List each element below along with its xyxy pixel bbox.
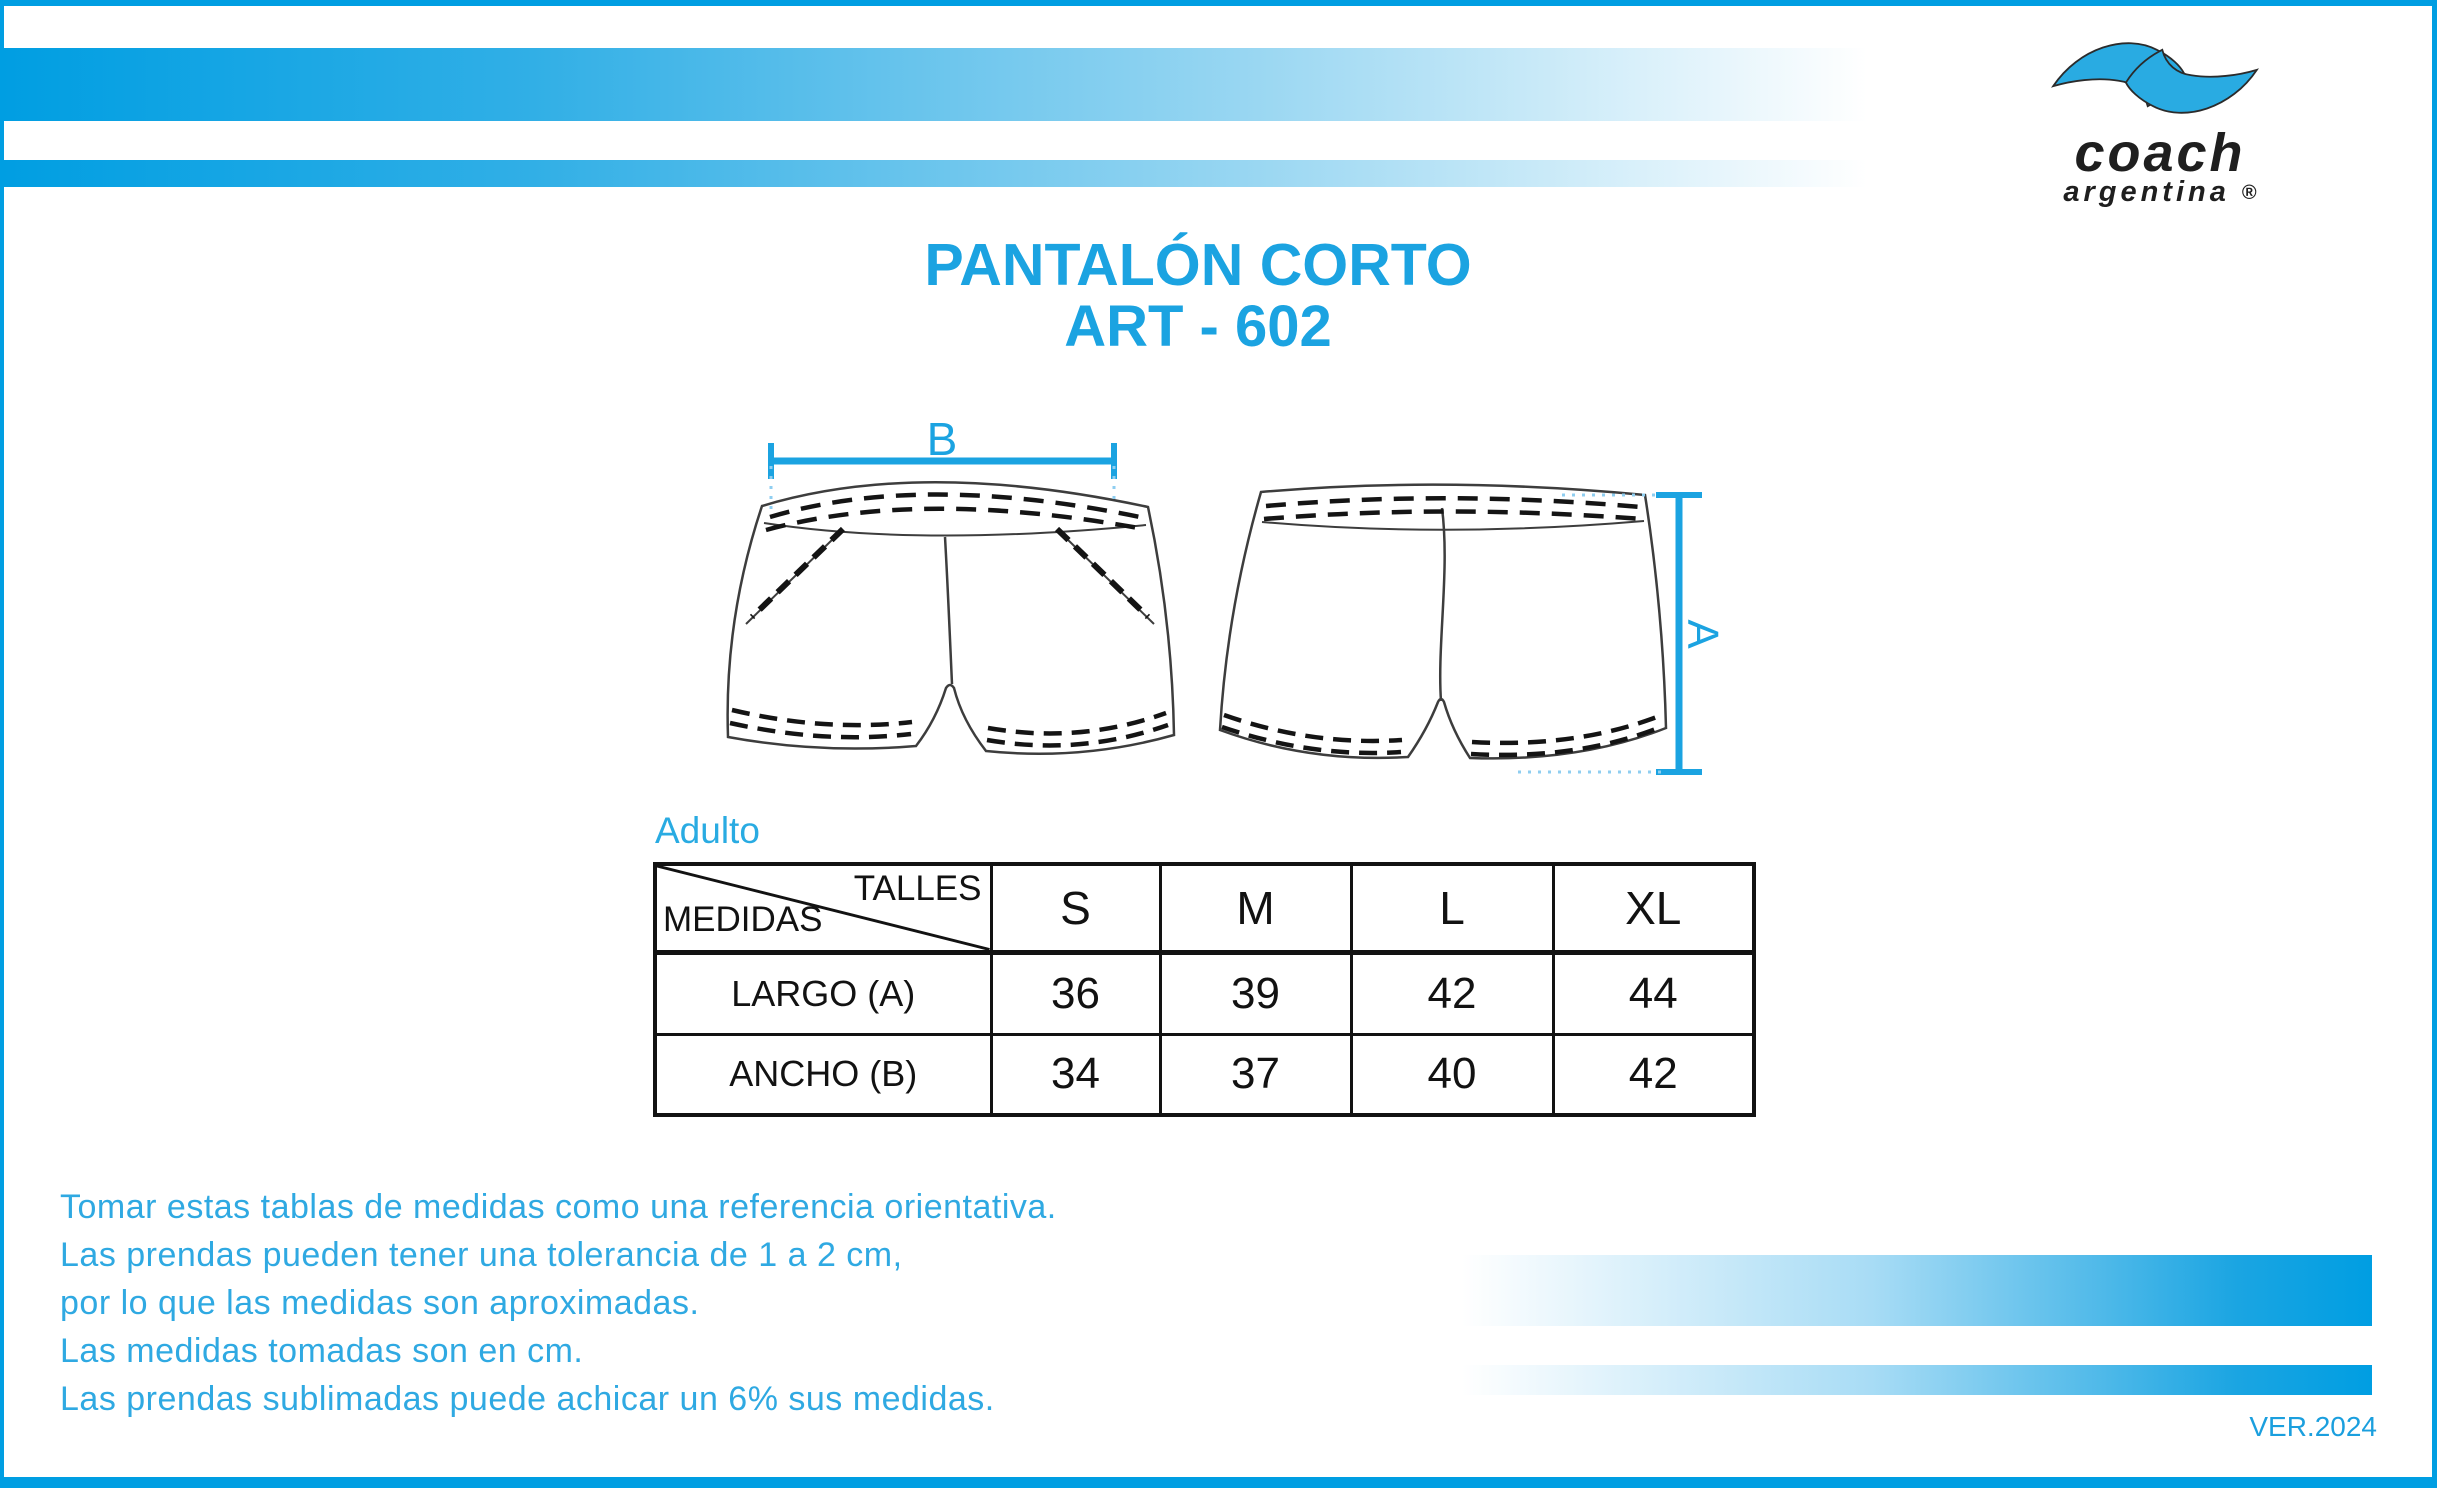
- measure-b: B: [768, 413, 1117, 509]
- ancho-m: 37: [1158, 1032, 1353, 1117]
- footer-notes: Tomar estas tablas de medidas como una r…: [60, 1183, 1310, 1423]
- corner-talles-label: TALLES: [853, 869, 982, 908]
- largo-m: 39: [1158, 950, 1353, 1036]
- page-border-top: [0, 0, 2437, 6]
- largo-s: 36: [989, 950, 1162, 1036]
- size-column-m: M: [1158, 862, 1353, 955]
- footer-note: Las prendas pueden tener una tolerancia …: [60, 1236, 903, 1274]
- shorts-technical-drawing: B A: [726, 413, 1727, 775]
- ancho-xl: 42: [1551, 1032, 1756, 1117]
- page-border-left: [0, 0, 4, 1488]
- registered-mark: ®: [2241, 182, 2257, 204]
- decor-stripe-bottom-2: [1462, 1365, 2372, 1395]
- shorts-back-drawing: [1218, 483, 1668, 760]
- size-column-xl: XL: [1551, 862, 1756, 955]
- size-table: TALLES MEDIDAS S M L XL LARGO (A) 36 39 …: [653, 862, 1756, 1117]
- measure-a-label: A: [1678, 619, 1727, 649]
- table-row-largo: LARGO (A) 36 39 42 44: [653, 950, 1756, 1036]
- row-label-ancho: ANCHO (B): [653, 1032, 993, 1117]
- article-number: ART - 602: [1064, 294, 1332, 359]
- largo-l: 42: [1349, 950, 1555, 1036]
- corner-medidas-label: MEDIDAS: [663, 899, 823, 939]
- size-section-label: Adulto: [655, 810, 760, 851]
- page-title: PANTALÓN CORTO: [924, 232, 1472, 298]
- table-corner-cell: TALLES MEDIDAS: [653, 862, 993, 955]
- size-column-l: L: [1349, 862, 1555, 955]
- version-label: VER.2024: [2249, 1411, 2377, 1442]
- table-row-ancho: ANCHO (B) 34 37 40 42: [653, 1032, 1756, 1117]
- brand-name: coach: [2074, 123, 2246, 183]
- footer-note: Las prendas sublimadas puede achicar un …: [60, 1380, 995, 1418]
- corner-diagonal-line: [657, 866, 990, 950]
- row-label-largo: LARGO (A): [653, 950, 993, 1036]
- ancho-l: 40: [1349, 1032, 1555, 1117]
- shorts-front-drawing: [726, 481, 1176, 756]
- footer-note: Tomar estas tablas de medidas como una r…: [60, 1188, 1057, 1226]
- brand-wave-icon: [2051, 42, 2259, 114]
- page-border-bottom: [0, 1477, 2437, 1488]
- decor-stripe-top-2: [0, 160, 1905, 187]
- page-title-block: PANTALÓN CORTO ART - 602: [746, 234, 1650, 358]
- brand-country: argentina ®: [1985, 176, 2335, 209]
- brand-country-text: argentina: [2063, 176, 2230, 208]
- decor-stripe-bottom-1: [1462, 1255, 2372, 1326]
- footer-note: por lo que las medidas son aproximadas.: [60, 1284, 700, 1322]
- footer-note: Las medidas tomadas son en cm.: [60, 1332, 584, 1370]
- measure-b-label: B: [927, 413, 958, 465]
- size-column-s: S: [989, 862, 1162, 955]
- ancho-s: 34: [989, 1032, 1162, 1117]
- measure-a: A: [1518, 492, 1727, 775]
- largo-xl: 44: [1551, 950, 1756, 1036]
- page-border-right: [2432, 0, 2437, 1488]
- decor-stripe-top-1: [0, 48, 1905, 121]
